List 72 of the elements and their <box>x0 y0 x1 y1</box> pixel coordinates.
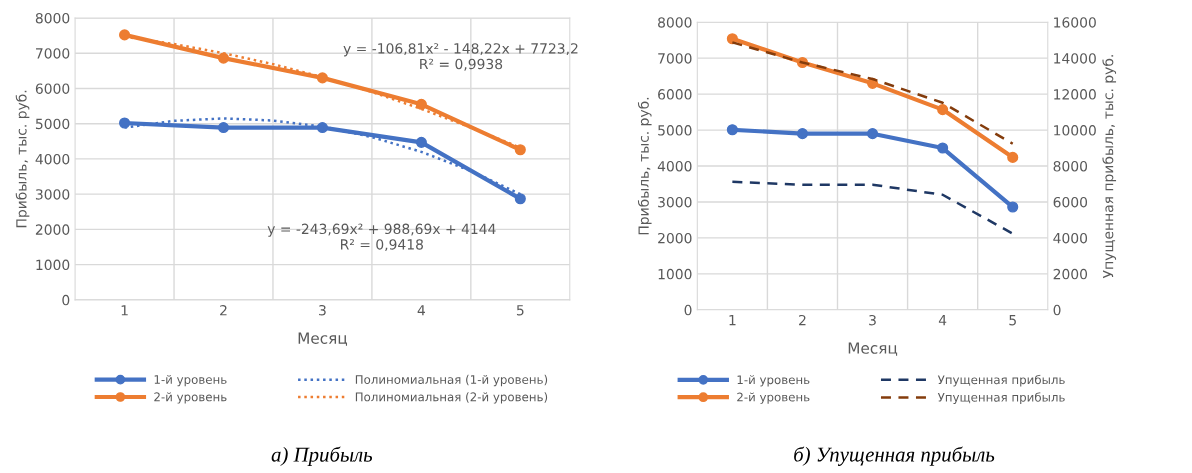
point <box>726 33 738 45</box>
x-tick-label: 1 <box>121 305 128 316</box>
y2-tick-label: 6000 <box>1053 196 1088 208</box>
y-tick-label: 8000 <box>658 17 692 28</box>
y-tick-label: 6000 <box>658 89 692 100</box>
y-tick-label: 8000 <box>35 12 70 24</box>
point <box>866 128 879 140</box>
x-axis-title: Месяц <box>848 342 898 356</box>
y-tick-label: 6000 <box>35 83 70 94</box>
x-tick-label: 2 <box>220 304 227 316</box>
x-tick-label: 5 <box>516 305 524 316</box>
y-tick-label: 1000 <box>658 268 692 280</box>
y2-tick-label: 2000 <box>1053 268 1088 280</box>
y2-tick-label: 16000 <box>1054 17 1096 28</box>
y-tick-label: 4000 <box>657 160 692 172</box>
point <box>937 142 949 154</box>
y-tick-label: 0 <box>684 304 692 316</box>
y2-tick-label: 14000 <box>1054 53 1096 64</box>
text: б) Упущенная прибыль <box>794 446 995 466</box>
y-tick-label: 5000 <box>658 125 692 136</box>
y2-tick-label: 0 <box>1053 304 1061 316</box>
point <box>726 124 738 136</box>
legend-label: 1-й уровень <box>737 375 810 387</box>
y-tick-label: 2000 <box>658 232 692 244</box>
x-tick-label: 3 <box>869 314 876 326</box>
y-tick-label: 5000 <box>35 118 70 130</box>
y-tick-label: 0 <box>62 294 70 306</box>
point <box>415 136 427 148</box>
line-series <box>731 180 1014 235</box>
point <box>119 29 131 41</box>
point <box>514 144 526 156</box>
y2-tick-label: 10000 <box>1054 125 1096 136</box>
y2-tick-label: 4000 <box>1053 232 1088 244</box>
y2-tick-label: 8000 <box>1053 160 1088 172</box>
legend-label: 2-й уровень <box>737 392 810 404</box>
point <box>1007 151 1019 163</box>
x-tick-label: 5 <box>1009 315 1016 326</box>
y-tick-label: 3000 <box>35 189 70 200</box>
legend-label: 1-й уровень <box>154 374 227 387</box>
point <box>217 122 230 134</box>
x-axis-title: Месяц <box>298 332 348 346</box>
annotation: y = -243,69x² + 988,69x + 4144 R² = 0,9418 <box>267 223 496 252</box>
y-tick-label: 4000 <box>35 153 70 165</box>
point <box>316 122 328 134</box>
y-axis-title: Прибыль, тыс. руб. <box>15 90 30 228</box>
x-tick-label: 1 <box>729 315 736 326</box>
y2-tick-label: 12000 <box>1054 89 1096 100</box>
x-tick-label: 2 <box>799 314 806 326</box>
y-tick-label: 1000 <box>36 259 70 271</box>
y-tick-label: 7000 <box>658 53 692 64</box>
point <box>119 117 131 129</box>
point <box>796 128 809 140</box>
y2-axis-title: Упущенная прибыль, тыс. руб. <box>1102 55 1117 279</box>
x-tick-label: 4 <box>417 305 426 316</box>
legend-label: 2-й уровень <box>154 392 227 404</box>
legend-label: Упущенная прибыль <box>937 392 1065 404</box>
annotation: y = -106,81x² - 148,22x + 7723,2 R² = 0,9938 <box>343 43 578 71</box>
y-tick-label: 7000 <box>36 48 70 59</box>
point <box>514 193 526 205</box>
legend-label: Полиномиальная (1-й уровень) <box>355 374 548 387</box>
point <box>1007 201 1019 213</box>
y-tick-label: 3000 <box>658 196 692 208</box>
legend-label: Упущенная прибыль <box>937 374 1065 387</box>
x-tick-label: 3 <box>319 304 326 316</box>
y-tick-label: 2000 <box>35 224 70 235</box>
x-tick-label: 4 <box>938 315 947 326</box>
y-axis-title: Прибыль, тыс. руб. <box>637 97 652 235</box>
point <box>217 52 230 64</box>
text: а) Прибыль <box>271 446 373 466</box>
point <box>937 104 949 116</box>
point <box>415 98 427 110</box>
legend-label: Полиномиальная (2-й уровень) <box>355 392 548 404</box>
